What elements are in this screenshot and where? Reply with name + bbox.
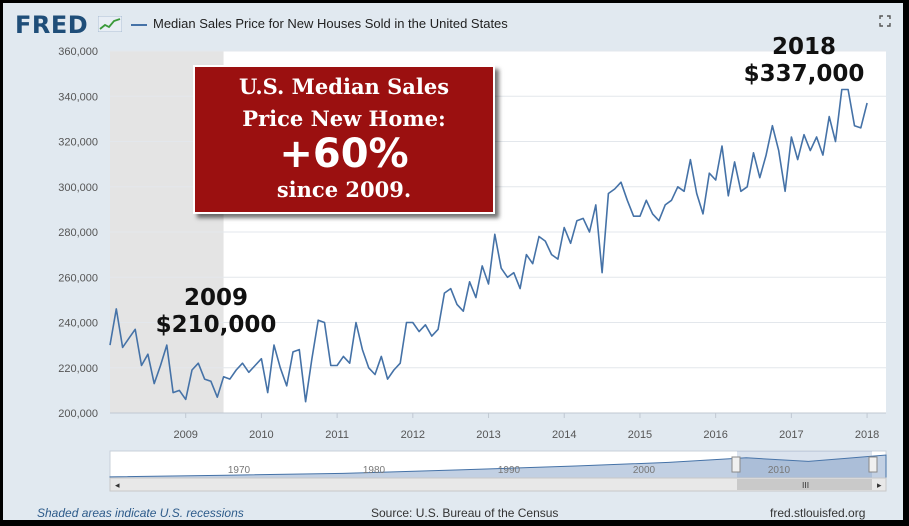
annotation-2018-year: 2018 xyxy=(771,34,836,60)
y-tick-label: 260,000 xyxy=(58,272,98,284)
fred-logo[interactable]: FRED xyxy=(15,11,89,39)
x-tick-label: 2018 xyxy=(855,429,879,441)
x-tick-label: 2009 xyxy=(173,429,197,441)
navigator-year-label: 2000 xyxy=(633,465,656,476)
callout-line3: since 2009. xyxy=(276,177,412,202)
navigator-year-label: 2010 xyxy=(768,465,791,476)
source-note: Source: U.S. Bureau of the Census xyxy=(371,506,559,520)
chart-header: FRED Median Sales Price for New Houses S… xyxy=(3,3,903,43)
annotation-2009-value: $210,000 xyxy=(155,312,277,338)
y-tick-label: 280,000 xyxy=(58,227,98,239)
annotation-2009-year: 2009 xyxy=(183,285,248,311)
navigator-year-label: 1990 xyxy=(498,465,521,476)
navigator-selection[interactable] xyxy=(737,451,872,478)
navigator-year-label: 1980 xyxy=(363,465,386,476)
y-tick-label: 360,000 xyxy=(58,46,98,58)
y-tick-label: 300,000 xyxy=(58,182,98,194)
x-tick-label: 2017 xyxy=(779,429,803,441)
callout-line2: Price New Home: xyxy=(242,106,446,131)
plot-area: 200,000 220,000 240,000 260,000 280,000 300,0… xyxy=(58,46,887,492)
x-tick-label: 2015 xyxy=(628,429,652,441)
y-tick-label: 320,000 xyxy=(58,137,98,149)
callout-line1: U.S. Median Sales xyxy=(238,74,450,99)
site-link[interactable]: fred.stlouisfed.org xyxy=(770,506,866,520)
scroll-left-arrow-icon[interactable]: ◂ xyxy=(115,481,120,491)
series-line xyxy=(109,88,868,403)
annotation-2009: 2009 $210,000 xyxy=(153,285,279,339)
y-tick-label: 200,000 xyxy=(58,408,98,420)
legend-line-swatch xyxy=(131,24,147,26)
annotation-2018-value: $337,000 xyxy=(743,61,865,87)
navigator-scrollbar-track[interactable] xyxy=(109,477,887,492)
scroll-right-arrow-icon[interactable]: ▸ xyxy=(877,481,882,491)
y-tick-label: 240,000 xyxy=(58,318,98,330)
annotation-2018: 2018 $337,000 xyxy=(741,34,867,88)
range-navigator[interactable]: 1970 1980 1990 2000 2010 III ◂ ▸ xyxy=(109,450,887,492)
recession-note: Shaded areas indicate U.S. recessions xyxy=(37,506,244,520)
fullscreen-icon[interactable] xyxy=(879,15,891,27)
callout-box: U.S. Median Sales Price New Home: +60% s… xyxy=(193,65,495,214)
x-tick-label: 2014 xyxy=(552,429,576,441)
x-tick-label: 2011 xyxy=(325,429,349,441)
chart-title: Median Sales Price for New Houses Sold i… xyxy=(153,16,508,31)
x-tick-label: 2010 xyxy=(249,429,273,441)
navigator-left-handle[interactable] xyxy=(731,456,741,473)
y-tick-label: 340,000 xyxy=(58,91,98,103)
x-tick-label: 2013 xyxy=(476,429,500,441)
navigator-scrollbar-thumb[interactable] xyxy=(737,479,872,490)
callout-percent: +60% xyxy=(279,131,409,177)
scrollbar-grip-icon: III xyxy=(802,481,809,490)
navigator-right-handle[interactable] xyxy=(868,456,878,473)
navigator-year-label: 1970 xyxy=(228,465,251,476)
y-tick-label: 220,000 xyxy=(58,363,98,375)
chart-frame: FRED Median Sales Price for New Houses S… xyxy=(3,3,903,520)
x-tick-label: 2012 xyxy=(401,429,425,441)
logo-graph-icon xyxy=(98,16,122,32)
x-tick-label: 2016 xyxy=(703,429,727,441)
